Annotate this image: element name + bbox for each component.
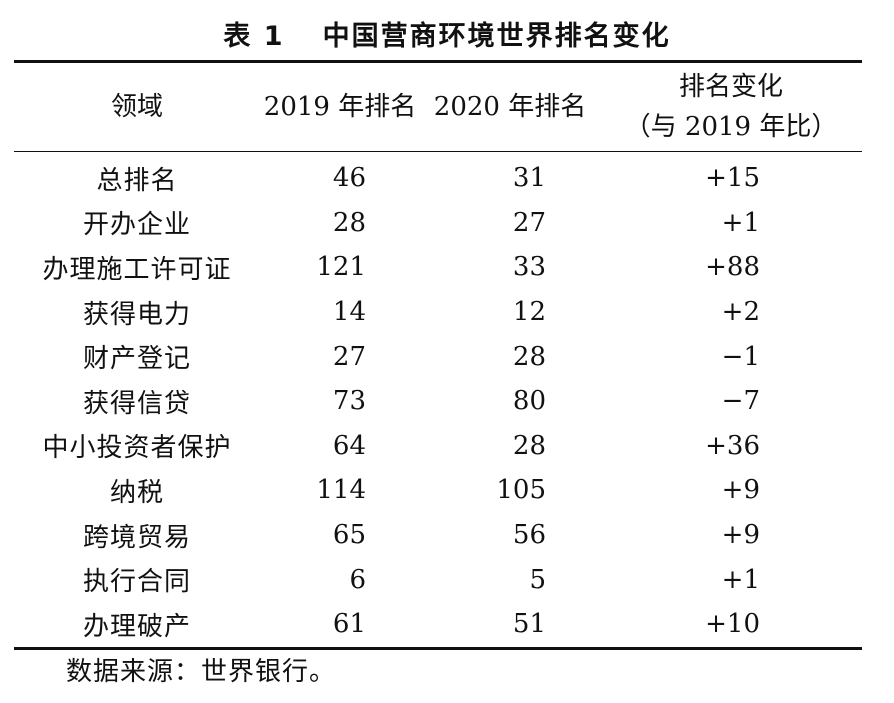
table-title: 表 1 中国营商环境世界排名变化	[0, 14, 894, 53]
cell-rank-2020: 5	[529, 564, 546, 595]
header-row: 领域 2019 年排名 2020 年排名 排名变化 （与 2019 年比）	[14, 61, 862, 152]
cell-rank-change: +15	[705, 163, 760, 194]
cell-rank-change: +2	[721, 297, 760, 328]
table-row: 开办企业 28 27 +1	[14, 201, 862, 246]
header-change-line1: 排名变化	[678, 72, 783, 102]
table-row: 纳税 114 105 +9	[14, 468, 862, 513]
table-body: 总排名 46 31 +15 开办企业 28 27 +1 办理施工许可证 121 33 +88 获得电力 1…	[14, 152, 862, 649]
cell-rank-2020: 27	[512, 207, 546, 238]
table-title-text: 中国营商环境世界排名变化	[322, 21, 671, 52]
table-row: 办理施工许可证 121 33 +88	[14, 245, 862, 290]
cell-rank-2020: 12	[512, 297, 546, 328]
cell-field: 财产登记	[82, 344, 191, 375]
cell-field: 跨境贸易	[82, 522, 191, 553]
cell-rank-change: +9	[721, 475, 760, 506]
cell-rank-2020: 105	[496, 475, 546, 506]
cell-rank-2019: 65	[332, 520, 366, 551]
cell-rank-2019: 73	[332, 386, 366, 417]
cell-rank-2020: 28	[512, 430, 546, 461]
ranking-table: 领域 2019 年排名 2020 年排名 排名变化 （与 2019 年比） 总排…	[14, 60, 862, 650]
cell-field: 纳税	[109, 477, 164, 508]
cell-rank-2019: 121	[316, 252, 366, 283]
cell-rank-2020: 80	[512, 386, 546, 417]
cell-rank-2019: 46	[332, 163, 366, 194]
table-row: 总排名 46 31 +15	[14, 152, 862, 201]
cell-rank-change: +1	[721, 564, 760, 595]
header-change-line2: （与 2019 年比）	[624, 112, 838, 142]
header-rank-change: 排名变化 （与 2019 年比）	[600, 61, 862, 152]
cell-rank-2019: 27	[332, 341, 366, 372]
table-row: 执行合同 6 5 +1	[14, 557, 862, 602]
table-row: 办理破产 61 51 +10	[14, 602, 862, 648]
cell-rank-change: −1	[721, 341, 760, 372]
cell-rank-2019: 14	[332, 297, 366, 328]
cell-rank-change: +1	[721, 207, 760, 238]
cell-rank-change: +36	[705, 430, 760, 461]
header-rank-2020: 2020 年排名	[420, 61, 600, 152]
cell-field: 获得信贷	[82, 388, 191, 419]
cell-rank-2020: 51	[512, 609, 546, 640]
table-row: 中小投资者保护 64 28 +36	[14, 424, 862, 469]
cell-rank-2019: 114	[316, 475, 366, 506]
header-rank-2019: 2019 年排名	[260, 61, 420, 152]
table-row: 获得电力 14 12 +2	[14, 290, 862, 335]
cell-field: 总排名	[96, 165, 178, 196]
cell-field: 开办企业	[82, 210, 191, 241]
header-field: 领域	[14, 61, 260, 152]
cell-field: 执行合同	[82, 567, 191, 598]
table-row: 财产登记 27 28 −1	[14, 334, 862, 379]
cell-rank-change: +9	[721, 520, 760, 551]
cell-rank-2019: 61	[332, 609, 366, 640]
cell-field: 中小投资者保护	[42, 433, 232, 464]
cell-rank-2020: 33	[512, 252, 546, 283]
cell-rank-2019: 64	[332, 430, 366, 461]
cell-rank-2019: 28	[332, 207, 366, 238]
table-number: 表 1	[223, 21, 285, 52]
cell-field: 办理施工许可证	[42, 254, 232, 285]
table-row: 获得信贷 73 80 −7	[14, 379, 862, 424]
source-note: 数据来源：世界银行。	[66, 657, 337, 687]
cell-rank-change: −7	[721, 386, 760, 417]
cell-rank-change: +10	[705, 609, 760, 640]
cell-rank-change: +88	[705, 252, 760, 283]
cell-rank-2020: 31	[512, 163, 546, 194]
cell-rank-2019: 6	[349, 564, 366, 595]
table-row: 跨境贸易 65 56 +9	[14, 513, 862, 558]
cell-rank-2020: 28	[512, 341, 546, 372]
cell-field: 获得电力	[82, 299, 191, 330]
cell-rank-2020: 56	[512, 520, 546, 551]
cell-field: 办理破产	[82, 611, 191, 642]
